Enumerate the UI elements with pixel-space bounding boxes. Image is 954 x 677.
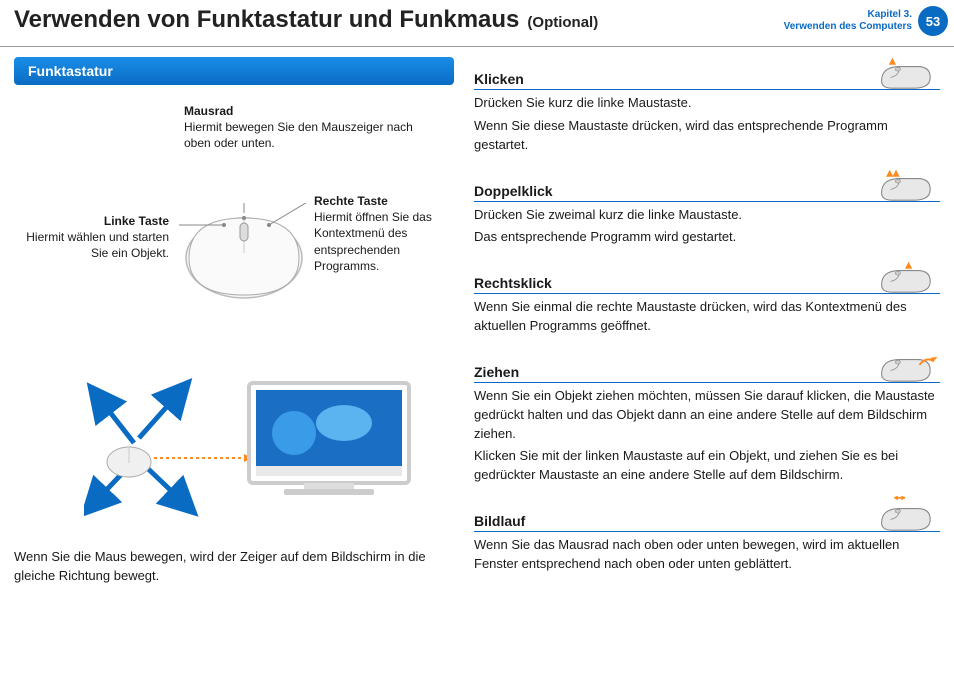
action-title: Doppelklick [474,183,872,199]
left-bottom-text: Wenn Sie die Maus bewegen, wird der Zeig… [14,548,454,586]
action-body: Drücken Sie kurz die linke Maustaste. Wen… [474,94,940,155]
chapter-text: Kapitel 3. Verwenden des Computers [784,9,912,33]
action-body-text: Wenn Sie das Mausrad nach oben oder unte… [474,536,940,574]
action-block: Doppelklick Drücken Sie zweimal kurz die… [474,169,940,248]
label-rechte-desc: Hiermit öffnen Sie das Kontextmenü des e… [314,209,464,274]
action-title: Klicken [474,71,872,87]
action-body: Wenn Sie das Mausrad nach oben oder unte… [474,536,940,574]
page-number-badge: 53 [918,6,948,36]
action-head: Doppelklick [474,169,940,202]
action-head: Ziehen [474,350,940,383]
action-body-text: Das entsprechende Programm wird gestarte… [474,228,940,247]
action-head: Bildlauf [474,499,940,532]
mouse-action-icon [880,499,940,529]
action-body-text: Klicken Sie mit der linken Maustaste auf… [474,447,940,485]
mouse-action-icon [880,169,940,199]
title-wrap: Verwenden von Funktastatur und Funkmaus … [14,6,784,34]
optional-tag: (Optional) [527,14,598,31]
mouse-action-icon [880,261,940,291]
mouse-action-icon [880,57,940,87]
action-title: Bildlauf [474,513,872,529]
action-block: Rechtsklick Wenn Sie einmal die rechte M… [474,261,940,336]
label-rechte-title: Rechte Taste [314,193,464,209]
label-mausrad: Mausrad Hiermit bewegen Sie den Mauszeig… [184,103,414,152]
action-body: Wenn Sie einmal die rechte Maustaste drü… [474,298,940,336]
mini-mouse-icon [104,443,154,486]
action-block: Ziehen Wenn Sie ein Objekt ziehen möchte… [474,350,940,485]
page-header: Verwenden von Funktastatur und Funkmaus … [0,0,954,47]
chapter-line2: Verwenden des Computers [784,21,912,33]
action-block: Klicken Drücken Sie kurz die linke Maust… [474,57,940,155]
action-body: Wenn Sie ein Objekt ziehen möchten, müss… [474,387,940,485]
label-mausrad-desc: Hiermit bewegen Sie den Mauszeiger nach … [184,119,414,151]
monitor-diagram [14,368,454,538]
content: Funktastatur Mausrad Hiermit bewegen Sie… [0,47,954,588]
label-linke-desc: Hiermit wählen und starten Sie ein Objek… [14,229,169,261]
left-column: Funktastatur Mausrad Hiermit bewegen Sie… [14,57,454,588]
action-body-text: Wenn Sie einmal die rechte Maustaste drü… [474,298,940,336]
action-body: Drücken Sie zweimal kurz die linke Maust… [474,206,940,248]
label-linke-title: Linke Taste [14,213,169,229]
monitor-icon [244,378,414,513]
action-head: Klicken [474,57,940,90]
action-head: Rechtsklick [474,261,940,294]
label-rechte: Rechte Taste Hiermit öffnen Sie das Kont… [314,193,464,274]
section-tab-funktastatur: Funktastatur [14,57,454,85]
header-right: Kapitel 3. Verwenden des Computers 53 [784,6,954,36]
mouse-diagram: Mausrad Hiermit bewegen Sie den Mauszeig… [14,103,454,363]
dotted-connector-icon [154,453,249,463]
action-body-text: Drücken Sie zweimal kurz die linke Maust… [474,206,940,225]
mouse-illustration [179,203,309,308]
mouse-action-icon [880,350,940,380]
label-linke: Linke Taste Hiermit wählen und starten S… [14,213,169,262]
action-title: Ziehen [474,364,872,380]
action-body-text: Wenn Sie diese Maustaste drücken, wird d… [474,117,940,155]
action-block: Bildlauf Wenn Sie das Mausrad nach oben … [474,499,940,574]
right-column: Klicken Drücken Sie kurz die linke Maust… [474,57,940,588]
action-title: Rechtsklick [474,275,872,291]
action-body-text: Drücken Sie kurz die linke Maustaste. [474,94,940,113]
action-body-text: Wenn Sie ein Objekt ziehen möchten, müss… [474,387,940,444]
label-mausrad-title: Mausrad [184,103,414,119]
page-title: Verwenden von Funktastatur und Funkmaus [14,6,519,34]
chapter-line1: Kapitel 3. [784,9,912,21]
